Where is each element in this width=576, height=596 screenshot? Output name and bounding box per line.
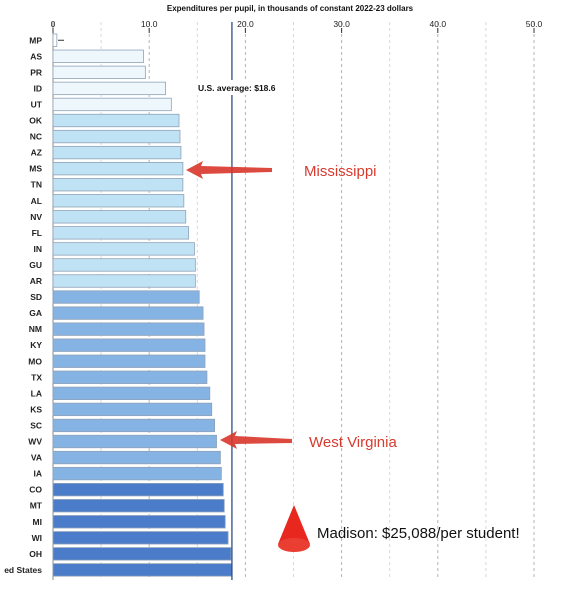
bar — [52, 466, 222, 481]
bar — [52, 434, 217, 449]
category-label: SD — [30, 292, 42, 302]
cone-icon — [278, 505, 310, 550]
bar — [52, 49, 144, 63]
category-label: KY — [30, 340, 42, 350]
category-label: AR — [30, 276, 42, 286]
bar — [52, 258, 196, 272]
bar — [52, 306, 204, 320]
bar — [52, 33, 58, 47]
category-label: OK — [29, 116, 43, 126]
category-label: GU — [29, 260, 42, 270]
bar — [52, 563, 233, 577]
us-average-label-bg — [194, 80, 290, 95]
bar — [52, 161, 184, 176]
category-label: WV — [28, 437, 42, 447]
category-label: LA — [31, 388, 42, 398]
category-label: CO — [29, 485, 42, 495]
bar — [52, 274, 196, 288]
category-label: AS — [30, 51, 42, 61]
x-tick-label: 50.0 — [526, 19, 543, 29]
bar — [52, 354, 206, 368]
cone-base — [278, 538, 310, 552]
madison-annotation: Madison: $25,088/per student! — [278, 505, 520, 552]
category-label: TN — [31, 180, 42, 190]
bar — [52, 482, 224, 497]
category-label: KS — [30, 404, 42, 414]
bar — [52, 322, 205, 336]
west-virginia-annotation: West Virginia — [220, 431, 397, 451]
bar — [52, 129, 181, 144]
category-label: ID — [34, 83, 43, 93]
category-label: IN — [34, 244, 43, 254]
category-label: MS — [29, 164, 42, 174]
x-axis-ticks: 0 10.0 20.0 30.0 40.0 50.0 — [51, 19, 543, 33]
bar — [52, 194, 185, 208]
bar — [52, 290, 200, 304]
us-average-label: U.S. average: $18.6 — [198, 83, 276, 93]
bar — [52, 515, 226, 529]
bar — [52, 370, 208, 384]
x-tick-label: 40.0 — [430, 19, 447, 29]
west-virginia-note: West Virginia — [309, 434, 397, 451]
category-label: MI — [33, 517, 42, 527]
bar — [52, 65, 146, 79]
bars — [52, 33, 233, 577]
bar — [52, 338, 206, 352]
mississippi-note: Mississippi — [304, 163, 377, 180]
bar — [52, 81, 166, 96]
category-label: IA — [34, 469, 43, 479]
bar — [52, 547, 232, 561]
x-tick-label: 20.0 — [237, 19, 254, 29]
category-label: UT — [31, 99, 43, 109]
category-label: PR — [30, 67, 42, 77]
chart-title: Expenditures per pupil, in thousands of … — [167, 4, 414, 13]
bar — [52, 145, 182, 160]
category-label: NM — [29, 324, 42, 334]
category-label: TX — [31, 372, 42, 382]
category-label: ed States — [4, 565, 42, 575]
bar — [52, 97, 172, 112]
category-label: WI — [32, 533, 42, 543]
category-label: AZ — [31, 148, 42, 158]
category-label: MT — [30, 501, 43, 511]
category-label: NV — [30, 212, 42, 222]
x-tick-label: 10.0 — [141, 19, 158, 29]
category-label: SC — [30, 420, 42, 430]
category-labels: MP AS PR ID UT OK NC AZ MS TN AL NV FL IN GU AR SD GA NM KY… — [4, 35, 43, 575]
reference-line-group: U.S. average: $18.6 — [194, 22, 290, 580]
category-label: MP — [29, 35, 42, 45]
bar — [52, 210, 187, 224]
bar — [52, 178, 184, 192]
x-tick-label: 30.0 — [333, 19, 350, 29]
west-virginia-arrow — [220, 431, 292, 449]
bar — [52, 402, 213, 417]
bar — [52, 226, 190, 240]
category-label: AL — [31, 196, 42, 206]
bar — [52, 113, 180, 128]
category-label: FL — [32, 228, 42, 238]
bar — [52, 450, 221, 465]
bar — [52, 242, 195, 256]
category-label: NC — [30, 132, 42, 142]
mississippi-arrow — [186, 161, 272, 179]
mississippi-annotation: Mississippi — [186, 161, 377, 180]
bar — [52, 499, 225, 513]
bar — [52, 531, 229, 545]
bar — [52, 386, 211, 401]
category-label: GA — [29, 308, 42, 318]
x-tick-label: 0 — [51, 19, 56, 29]
category-label: OH — [29, 549, 42, 559]
bar — [52, 418, 216, 433]
category-label: MO — [28, 356, 42, 366]
madison-note: Madison: $25,088/per student! — [317, 525, 520, 542]
category-label: VA — [31, 453, 42, 463]
